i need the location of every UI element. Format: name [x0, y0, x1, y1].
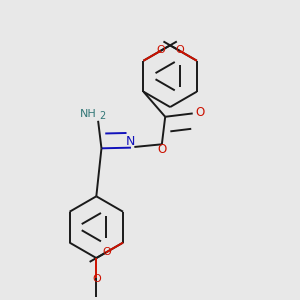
- Text: O: O: [93, 274, 101, 284]
- Text: O: O: [175, 45, 184, 55]
- Text: O: O: [102, 247, 111, 257]
- Text: O: O: [157, 143, 167, 156]
- Text: NH: NH: [80, 109, 97, 119]
- Text: 2: 2: [99, 111, 105, 122]
- Text: N: N: [126, 135, 135, 148]
- Text: O: O: [196, 106, 205, 119]
- Text: O: O: [157, 45, 165, 55]
